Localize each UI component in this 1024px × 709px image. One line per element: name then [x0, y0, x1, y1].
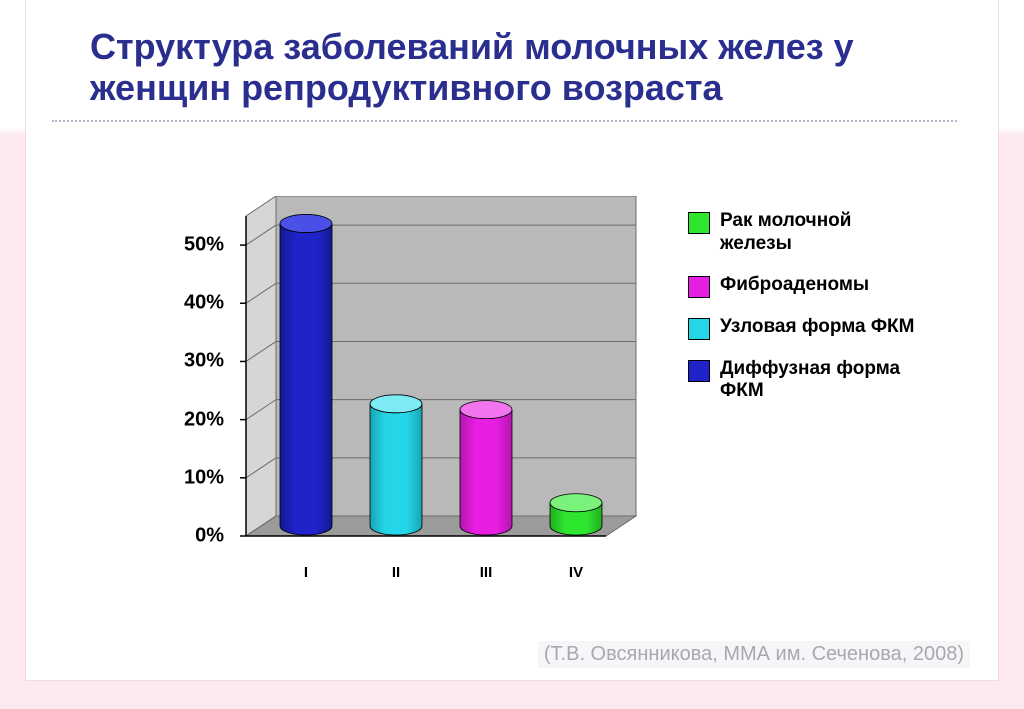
plot-3d — [234, 196, 644, 586]
content-card: Структура заболеваний молочных желез у ж… — [26, 0, 998, 680]
legend: Рак молочной железы Фиброаденомы Узловая ф… — [688, 210, 918, 421]
legend-label: Рак молочной железы — [720, 210, 918, 256]
x-category-label: I — [304, 564, 308, 581]
slide-title: Структура заболеваний молочных желез у ж… — [90, 26, 970, 109]
legend-swatch — [688, 212, 710, 234]
chart-area: 0%10%20%30%40%50% IIIIIIIV Рак молочной … — [168, 196, 908, 636]
legend-swatch — [688, 318, 710, 340]
x-category-label: IV — [569, 564, 583, 581]
y-tick-label: 20% — [184, 408, 224, 431]
y-tick-label: 30% — [184, 350, 224, 373]
y-tick-label: 50% — [184, 234, 224, 257]
citation: (Т.В. Овсянникова, ММА им. Сеченова, 200… — [538, 641, 970, 668]
y-tick-label: 40% — [184, 292, 224, 315]
legend-label: Диффузная форма ФКМ — [720, 358, 918, 404]
legend-label: Узловая форма ФКМ — [720, 316, 914, 339]
y-tick-label: 0% — [195, 525, 224, 548]
legend-item: Диффузная форма ФКМ — [688, 358, 918, 404]
title-divider — [52, 120, 957, 122]
x-category-label: III — [480, 564, 493, 581]
y-tick-label: 10% — [184, 466, 224, 489]
y-axis-labels: 0% 10% 20% 30% 40% 50% — [168, 196, 228, 556]
legend-label: Фиброаденомы — [720, 274, 869, 297]
legend-item: Узловая форма ФКМ — [688, 316, 918, 340]
slide: Структура заболеваний молочных желез у ж… — [0, 0, 1024, 709]
legend-item: Фиброаденомы — [688, 274, 918, 298]
legend-item: Рак молочной железы — [688, 210, 918, 256]
legend-swatch — [688, 276, 710, 298]
legend-swatch — [688, 360, 710, 382]
x-axis-labels: IIIIIIIV — [234, 556, 644, 586]
x-category-label: II — [392, 564, 400, 581]
